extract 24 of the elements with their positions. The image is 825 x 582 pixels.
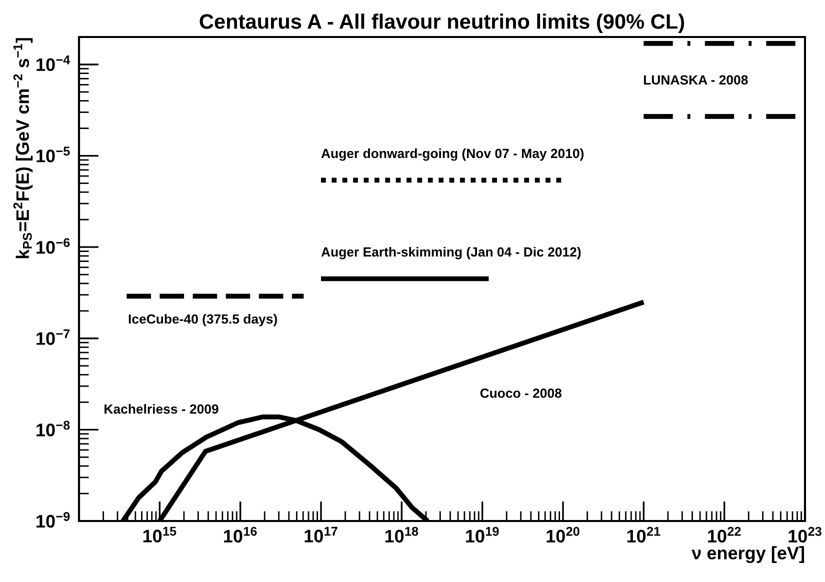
series-label: Auger donward-going (Nov 07 - May 2010): [321, 148, 584, 161]
x-tick-label: 10$^{16}$: [224, 526, 257, 543]
x-tick-label: 10$^{15}$: [143, 526, 176, 542]
x-tick-label: 10$^{23}$: [788, 526, 822, 543]
x-tick-label: 10$^{17}$: [304, 526, 338, 542]
chart-title: Centaurus A - All flavour neutrino limits (90% CL): [200, 14, 684, 33]
y-tick-label: 10$^{−7}$: [36, 329, 70, 345]
annotation: Kachelriess - 2009: [104, 404, 218, 414]
x-tick-label: 10$^{22}$: [708, 526, 741, 543]
y-tick-label: 10$^{−9}$: [36, 512, 70, 528]
y-tick-label: 10$^{−6}$: [36, 238, 70, 254]
y-tick-label: 10$^{−8}$: [36, 420, 70, 436]
x-axis-title: ν energy [eV]: [692, 546, 804, 564]
x-tick-label: 10$^{20}$: [546, 526, 580, 543]
x-tick-label: 10$^{18}$: [385, 526, 418, 543]
annotation: LUNASKA - 2008: [644, 75, 748, 85]
x-tick-label: 10$^{21}$: [627, 526, 660, 543]
x-tick-label: 10$^{19}$: [466, 526, 499, 543]
text: Cuoco - 2008: [480, 388, 562, 398]
text: k$_{PS}$=E$^{2}$F(E) [GeV cm$^{−2}$ s$^{−1}$]: [13, 38, 33, 258]
series-label: Auger Earth-skimming (Jan 04 - Dic 2012): [321, 246, 581, 260]
y-tick-label: 10$^{−4}$: [36, 56, 70, 72]
y-tick-label: 10$^{−5}$: [36, 146, 70, 162]
annotation: IceCube-40 (375.5 days): [128, 314, 277, 326]
